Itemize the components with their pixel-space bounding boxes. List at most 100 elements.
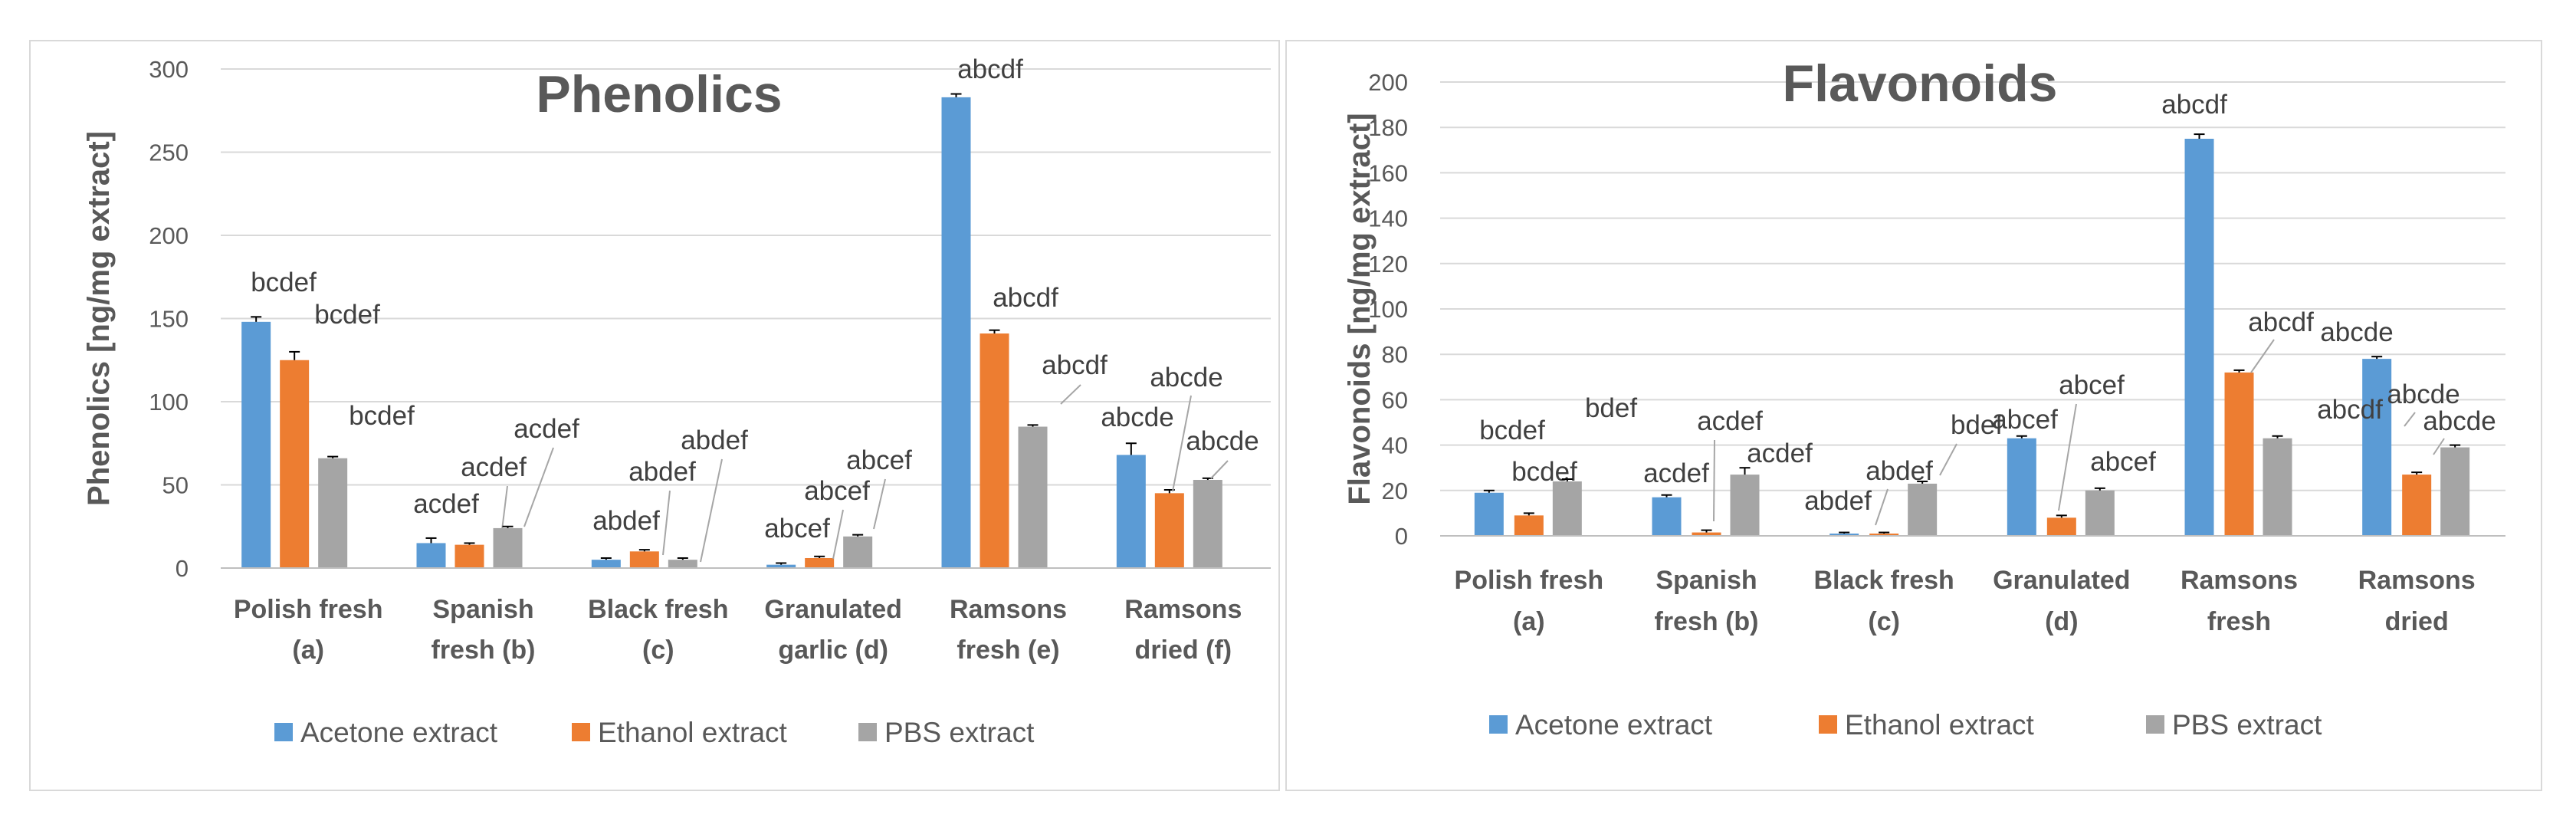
legend-label: Ethanol extract [598,717,788,748]
data-label: bcdef [349,401,415,431]
bar [2184,139,2214,536]
data-label-leader [2250,339,2275,373]
x-category-label: dried (f) [1135,636,1232,665]
bar [416,543,446,568]
bar [2046,517,2076,536]
bar [668,560,697,568]
y-tick-label: 100 [1368,296,1408,323]
data-label: abcde [1150,363,1222,393]
bar [1730,475,1760,536]
bar [1552,481,1582,536]
x-category-label: Black fresh [1814,566,1954,595]
data-label: bcdef [1479,416,1545,445]
y-tick-label: 150 [149,306,189,333]
bar [241,321,271,568]
data-label-leader [832,509,844,560]
bar [941,97,971,568]
bar [1116,455,1146,568]
data-label-leader [662,490,671,556]
legend-swatch [572,723,590,741]
bar [1514,515,1544,536]
data-label: bcdef [314,300,380,330]
x-category-label: dried [2385,607,2449,636]
bar [591,560,621,568]
data-label: abcdf [1042,350,1108,380]
bar [980,333,1009,568]
bar [1652,497,1682,536]
bar [2224,372,2254,536]
y-tick-label: 0 [1395,523,1408,550]
flavonoids-chart-panel: 0 20 40 60 80 100 120 140 160 180 200 Flavonoids Fla… [1285,40,2542,791]
bar [1474,492,1504,536]
bar [1829,534,1859,536]
y-tick-label: 180 [1368,114,1408,141]
y-tick-label: 200 [1368,69,1408,96]
data-label-leader [2404,412,2416,427]
data-label-leader [1939,443,1957,476]
x-category-label: garlic (d) [778,636,888,665]
legend-swatch [274,723,293,741]
bar [2362,359,2392,536]
x-category-label: fresh [2207,607,2271,636]
bar [629,551,659,568]
bar [1869,534,1899,536]
bar [2440,447,2470,536]
data-label-leader [523,447,554,527]
x-category-label: (c) [642,636,674,665]
x-category-label: (a) [292,636,324,665]
data-label-leader [2058,403,2077,511]
y-tick-label: 250 [149,140,189,166]
legend-swatch [2146,715,2164,734]
data-label: abcef [846,445,912,475]
data-label: abcef [1992,405,2058,435]
data-label: abcdf [957,54,1023,84]
data-label: abdef [1804,486,1872,516]
data-label-leader [1210,460,1229,479]
legend-label: Acetone extract [300,717,498,748]
bar [493,527,523,568]
data-label: acdef [1643,458,1709,488]
data-label: abdef [628,457,696,487]
x-category-label: Spanish [1656,566,1757,595]
x-category-label: Ramsons [2181,566,2298,595]
data-label: abdef [592,506,660,536]
data-label: abcdf [993,283,1058,313]
y-tick-label: 60 [1382,386,1408,413]
data-label: bcdef [251,268,317,297]
x-category-label: Black fresh [588,595,728,624]
legend-label: PBS extract [2172,709,2322,741]
y-axis-title: Flavonoids [ng/mg extract] [1343,113,1377,504]
bar [2402,475,2432,536]
bar [1692,532,1721,536]
data-label: abcde [2423,406,2496,436]
x-category-label: Ramsons [1124,595,1242,624]
legend-label: Acetone extract [1515,709,1713,741]
bar [454,544,484,568]
bar [1908,483,1938,536]
bar [766,564,796,568]
y-tick-label: 140 [1368,205,1408,232]
bar [843,536,873,568]
data-label: abcef [804,476,870,506]
legend-swatch [858,723,877,741]
flavonoids-chart: 0 20 40 60 80 100 120 140 160 180 200 Flavonoids Fla… [1343,54,2505,741]
phenolics-chart-panel: 0 50 100 150 200 250 300 Phenolics Phenolics [ng… [29,40,1280,791]
x-category-label: (c) [1868,607,1900,636]
bar [280,360,310,568]
data-label: abcde [2320,317,2393,347]
chart-title: Phenolics [536,65,782,123]
data-label: abcdf [2161,90,2227,120]
bar [2007,438,2036,536]
phenolics-chart: 0 50 100 150 200 250 300 Phenolics Phenolics [ng… [82,54,1271,748]
data-label: abcdf [2317,395,2383,425]
data-label: abcde [1186,426,1258,456]
data-label: abcef [2090,447,2156,477]
data-label: acdef [1697,406,1763,436]
y-tick-label: 80 [1382,341,1408,368]
x-category-label: (a) [1513,607,1545,636]
data-label: abcdf [2248,307,2314,337]
legend-label: Ethanol extract [1845,709,2035,741]
data-label: acdef [1747,438,1813,468]
data-label: abcde [2387,379,2460,409]
data-label: bdef [1585,393,1637,423]
